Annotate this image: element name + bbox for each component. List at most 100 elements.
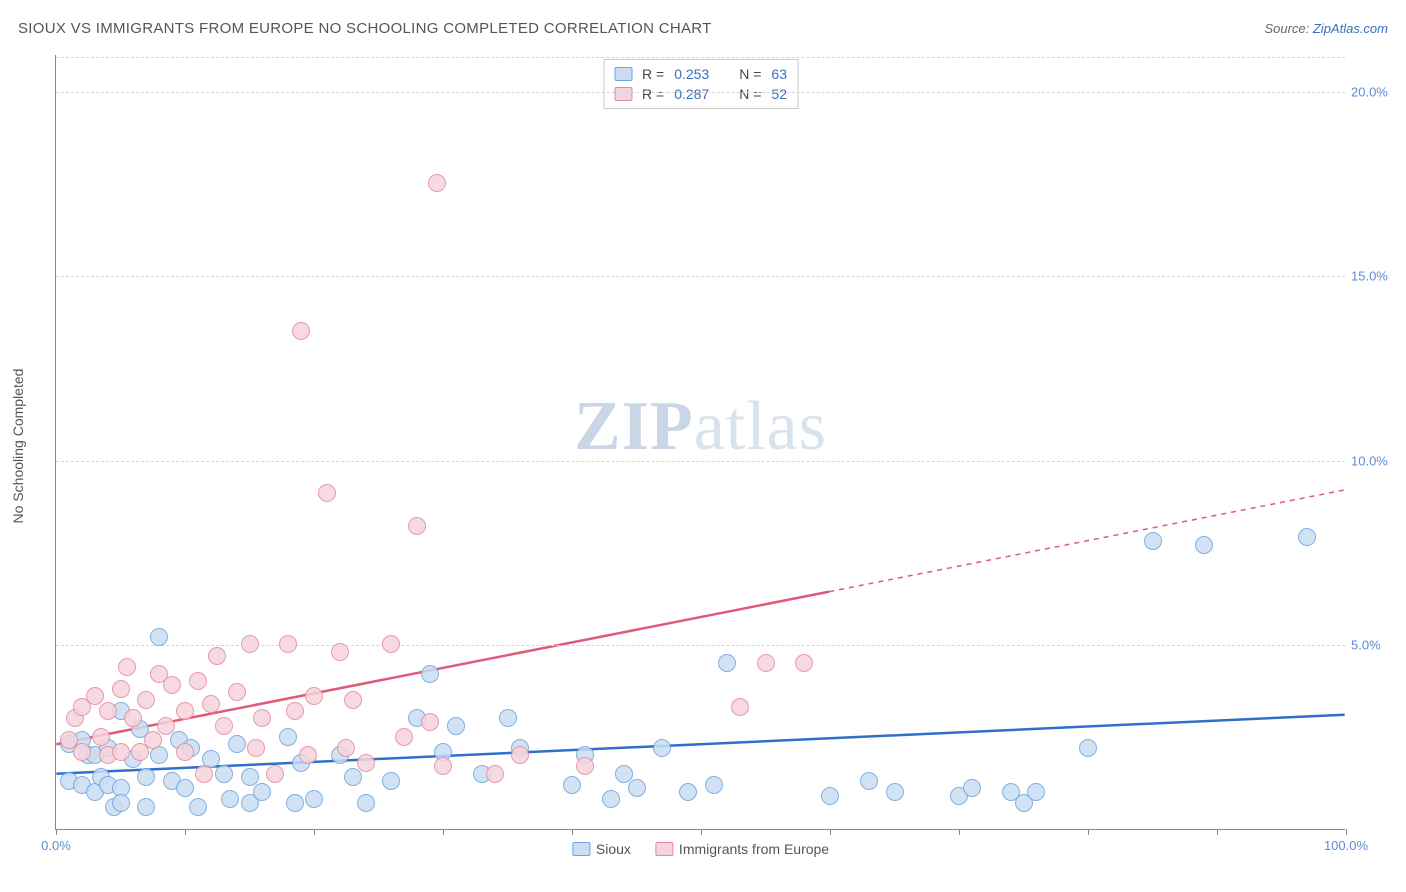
data-point-sioux — [221, 790, 239, 808]
data-point-europe — [86, 687, 104, 705]
data-point-sioux — [653, 739, 671, 757]
data-point-sioux — [718, 654, 736, 672]
data-point-sioux — [602, 790, 620, 808]
data-point-sioux — [447, 717, 465, 735]
legend-label-europe: Immigrants from Europe — [679, 841, 829, 857]
data-point-europe — [99, 702, 117, 720]
data-point-sioux — [286, 794, 304, 812]
x-tick — [1088, 829, 1089, 835]
data-point-sioux — [253, 783, 271, 801]
data-point-europe — [286, 702, 304, 720]
data-point-europe — [357, 754, 375, 772]
data-point-sioux — [382, 772, 400, 790]
data-point-europe — [408, 517, 426, 535]
data-point-europe — [428, 174, 446, 192]
legend-swatch-europe — [614, 87, 632, 101]
data-point-europe — [731, 698, 749, 716]
data-point-europe — [176, 743, 194, 761]
data-point-europe — [344, 691, 362, 709]
data-point-sioux — [1027, 783, 1045, 801]
x-tick — [701, 829, 702, 835]
data-point-sioux — [860, 772, 878, 790]
data-point-europe — [337, 739, 355, 757]
gridline — [56, 276, 1345, 277]
data-point-europe — [73, 743, 91, 761]
data-point-europe — [279, 635, 297, 653]
data-point-sioux — [279, 728, 297, 746]
data-point-europe — [157, 717, 175, 735]
legend-r-value: 0.253 — [674, 66, 709, 82]
legend-swatch-europe — [655, 842, 673, 856]
gridline — [56, 461, 1345, 462]
data-point-europe — [163, 676, 181, 694]
legend-series: Sioux Immigrants from Europe — [572, 841, 829, 857]
x-tick — [572, 829, 573, 835]
x-tick — [443, 829, 444, 835]
legend-row-sioux: R =0.253N =63 — [614, 64, 787, 84]
source-prefix: Source: — [1264, 21, 1312, 36]
legend-item-europe: Immigrants from Europe — [655, 841, 829, 857]
data-point-sioux — [679, 783, 697, 801]
data-point-europe — [202, 695, 220, 713]
data-point-europe — [247, 739, 265, 757]
data-point-sioux — [137, 798, 155, 816]
chart-title: SIOUX VS IMMIGRANTS FROM EUROPE NO SCHOO… — [18, 20, 712, 37]
x-tick — [314, 829, 315, 835]
legend-swatch-sioux — [614, 67, 632, 81]
legend-r-value: 0.287 — [674, 86, 709, 102]
data-point-sioux — [176, 779, 194, 797]
data-point-sioux — [499, 709, 517, 727]
trend-lines — [56, 55, 1345, 829]
source-link[interactable]: ZipAtlas.com — [1313, 21, 1388, 36]
data-point-sioux — [963, 779, 981, 797]
legend-r-label: R = — [642, 86, 664, 102]
x-tick — [1217, 829, 1218, 835]
data-point-sioux — [628, 779, 646, 797]
legend-n-label: N = — [739, 66, 761, 82]
legend-n-label: N = — [739, 86, 761, 102]
data-point-sioux — [189, 798, 207, 816]
x-tick-label: 100.0% — [1324, 838, 1368, 853]
legend-swatch-sioux — [572, 842, 590, 856]
data-point-sioux — [241, 768, 259, 786]
x-tick-label: 0.0% — [41, 838, 71, 853]
data-point-europe — [292, 322, 310, 340]
data-point-europe — [757, 654, 775, 672]
legend-correlation: R =0.253N =63R =0.287N =52 — [603, 59, 798, 109]
data-point-sioux — [357, 794, 375, 812]
data-point-sioux — [137, 768, 155, 786]
data-point-europe — [215, 717, 233, 735]
data-point-sioux — [344, 768, 362, 786]
data-point-europe — [112, 743, 130, 761]
y-tick-label: 15.0% — [1345, 269, 1395, 284]
data-point-sioux — [1079, 739, 1097, 757]
data-point-europe — [421, 713, 439, 731]
legend-label-sioux: Sioux — [596, 841, 631, 857]
data-point-sioux — [821, 787, 839, 805]
y-tick-label: 10.0% — [1345, 453, 1395, 468]
data-point-sioux — [705, 776, 723, 794]
data-point-europe — [331, 643, 349, 661]
data-point-europe — [189, 672, 207, 690]
data-point-europe — [486, 765, 504, 783]
data-point-sioux — [228, 735, 246, 753]
data-point-europe — [228, 683, 246, 701]
y-tick-label: 5.0% — [1345, 638, 1395, 653]
x-tick — [959, 829, 960, 835]
data-point-europe — [318, 484, 336, 502]
data-point-sioux — [305, 790, 323, 808]
data-point-europe — [241, 635, 259, 653]
data-point-europe — [195, 765, 213, 783]
x-tick — [185, 829, 186, 835]
data-point-sioux — [215, 765, 233, 783]
gridline — [56, 92, 1345, 93]
x-tick — [830, 829, 831, 835]
data-point-europe — [434, 757, 452, 775]
data-point-europe — [144, 731, 162, 749]
data-point-sioux — [615, 765, 633, 783]
x-tick — [1346, 829, 1347, 835]
legend-item-sioux: Sioux — [572, 841, 631, 857]
trend-line-dashed-europe — [829, 490, 1344, 592]
data-point-sioux — [886, 783, 904, 801]
data-point-sioux — [1144, 532, 1162, 550]
